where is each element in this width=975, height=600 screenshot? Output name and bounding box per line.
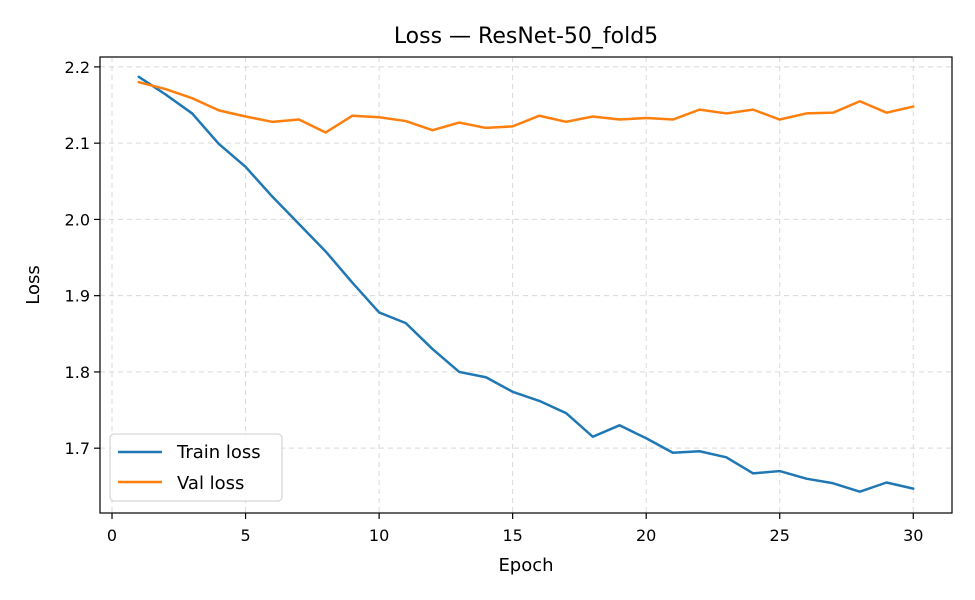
plot-frame: [99, 56, 953, 514]
x-axis-label: Epoch: [498, 555, 553, 576]
legend-label-val: Val loss: [177, 473, 244, 494]
y-tick-label: 1.9: [65, 287, 90, 306]
legend-label-train: Train loss: [176, 442, 261, 463]
chart-title: Loss — ResNet-50_fold5: [394, 24, 658, 49]
val-loss-line: [137, 80, 915, 134]
y-tick-label: 2.2: [65, 58, 90, 77]
x-tick-label: 25: [770, 526, 790, 545]
y-tick-label: 2.0: [65, 210, 90, 229]
x-tick-label: 30: [903, 526, 923, 545]
x-tick-label: 15: [502, 526, 522, 545]
series-lines: [137, 75, 915, 493]
y-tick-label: 1.8: [65, 363, 90, 382]
x-tick-label: 10: [369, 526, 389, 545]
x-tick-label: 20: [636, 526, 656, 545]
legend: Train loss Val loss: [109, 433, 283, 502]
y-tick-label: 2.1: [65, 134, 90, 153]
x-tick-label: 5: [240, 526, 250, 545]
x-axis-ticks: 0 5 10 15 20 25 30: [107, 513, 923, 545]
grid: [100, 57, 952, 513]
train-loss-line: [137, 75, 915, 493]
x-tick-label: 0: [107, 526, 117, 545]
y-tick-label: 1.7: [65, 439, 90, 458]
y-axis-ticks: 1.7 1.8 1.9 2.0 2.1 2.2: [65, 58, 100, 458]
y-axis-label: Loss: [23, 265, 44, 304]
